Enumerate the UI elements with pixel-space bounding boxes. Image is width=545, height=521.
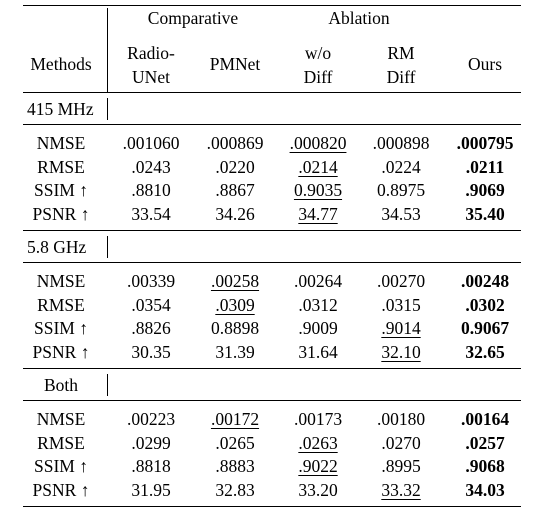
cell-radiounet: 33.54 [131,204,171,224]
cell-ours: .000795 [456,133,514,153]
header-vertical-rule [107,8,108,92]
cell-rmdiff: .0270 [381,433,421,453]
section-label-58ghz: 5.8 GHz [27,237,87,257]
metric-label: NMSE [36,409,86,429]
metric-label: NMSE [36,133,86,153]
cell-rmdiff: .9014 [381,318,421,338]
cell-radiounet: .8818 [131,456,171,476]
cell-radiounet: 31.95 [131,480,171,500]
cell-wodiff: .0214 [298,157,338,177]
cell-rmdiff: .00180 [376,409,426,429]
cell-rmdiff: 32.10 [381,342,421,362]
cell-ours: 34.03 [465,480,505,500]
cell-wodiff: .0312 [298,295,338,315]
cell-pmnet: 34.26 [215,204,255,224]
cell-rmdiff: .8995 [381,456,421,476]
section-vertical-rule-2 [107,236,108,258]
cell-rmdiff: 0.8975 [376,180,426,200]
header-col-wodiff-line2: Diff [303,67,333,87]
cell-ours: .00164 [460,409,510,429]
cell-pmnet: .0220 [215,157,255,177]
cell-radiounet: .001060 [122,133,180,153]
header-col-pmnet: PMNet [209,54,261,74]
metric-label: SSIM ↑ [34,456,88,476]
rule-after-415-label [23,124,521,125]
cell-radiounet: .0299 [131,433,171,453]
cell-pmnet: .8867 [215,180,255,200]
cell-radiounet: .8810 [131,180,171,200]
cell-wodiff: .000820 [289,133,347,153]
header-col-radiounet-line2: UNet [132,67,170,87]
cell-radiounet: 30.35 [131,342,171,362]
header-bottom-rule [23,92,521,93]
cell-wodiff: 0.9035 [293,180,343,200]
cell-wodiff: 33.20 [298,480,338,500]
cell-radiounet: .0243 [131,157,171,177]
cell-ours: 0.9067 [460,318,510,338]
metric-label: NMSE [36,271,86,291]
cell-wodiff: 34.77 [298,204,338,224]
metric-label: RMSE [37,295,85,315]
cell-ours: 35.40 [465,204,505,224]
cell-pmnet: .000869 [206,133,264,153]
cell-wodiff: .9009 [298,318,338,338]
cell-radiounet: .00223 [126,409,176,429]
rule-before-both-section [23,368,521,369]
group-comparative: Comparative [147,8,239,28]
section-label-415mhz: 415 MHz [27,99,94,119]
header-col-ours: Ours [467,54,503,74]
metric-label: RMSE [37,157,85,177]
cell-ours: .9068 [465,456,505,476]
bottom-rule [23,506,521,507]
cell-ours: 32.65 [465,342,505,362]
cell-ours: .00248 [460,271,510,291]
metric-label: PSNR ↑ [32,342,90,362]
cell-pmnet: .0265 [215,433,255,453]
metric-label: PSNR ↑ [32,204,90,224]
cell-ours: .0257 [465,433,505,453]
header-col-wodiff-line1: w/o [304,43,332,63]
header-col-radiounet-line1: Radio- [127,43,175,63]
header-col-rmdiff-line2: Diff [386,67,416,87]
rule-after-58-label [23,262,521,263]
cell-wodiff: 31.64 [298,342,338,362]
metric-label: RMSE [37,433,85,453]
top-rule [23,5,521,6]
metric-label: SSIM ↑ [34,180,88,200]
cell-pmnet: 31.39 [215,342,255,362]
cell-ours: .0211 [465,157,505,177]
cell-pmnet: .00172 [210,409,260,429]
cell-ours: .0302 [465,295,505,315]
section-label-both: Both [44,375,79,395]
cell-wodiff: .00264 [293,271,343,291]
cell-pmnet: .0309 [215,295,255,315]
cell-wodiff: .00173 [293,409,343,429]
cell-rmdiff: 33.32 [381,480,421,500]
cell-pmnet: .8883 [215,456,255,476]
cell-wodiff: .9022 [298,456,338,476]
cell-rmdiff: .000898 [372,133,430,153]
cell-radiounet: .8826 [131,318,171,338]
cell-rmdiff: 34.53 [381,204,421,224]
group-ablation: Ablation [328,8,390,28]
cell-wodiff: .0263 [298,433,338,453]
cell-radiounet: .00339 [126,271,176,291]
rule-after-both-label [23,400,521,401]
cell-pmnet: 0.8898 [210,318,260,338]
cell-rmdiff: .0315 [381,295,421,315]
metric-label: SSIM ↑ [34,318,88,338]
header-col-rmdiff-line1: RM [387,43,415,63]
cell-pmnet: 32.83 [215,480,255,500]
cell-radiounet: .0354 [131,295,171,315]
header-methods: Methods [30,54,92,74]
cell-ours: .9069 [465,180,505,200]
section-vertical-rule-1 [107,98,108,120]
metric-label: PSNR ↑ [32,480,90,500]
cell-pmnet: .00258 [210,271,260,291]
cell-rmdiff: .0224 [381,157,421,177]
section-vertical-rule-3 [107,374,108,396]
rule-before-58-section [23,230,521,231]
cell-rmdiff: .00270 [376,271,426,291]
